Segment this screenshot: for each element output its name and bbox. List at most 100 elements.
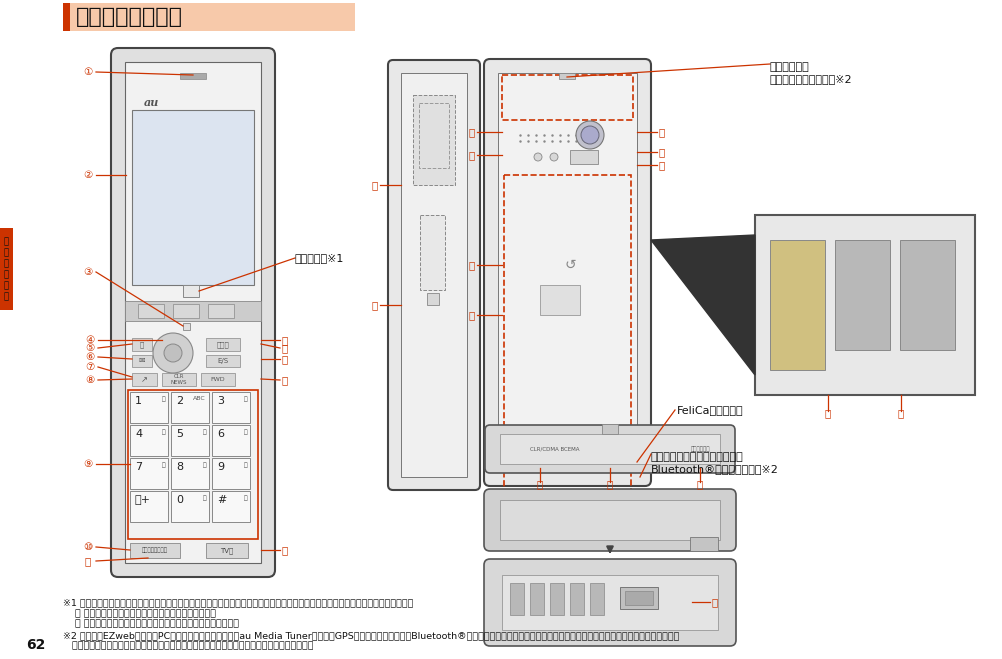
Bar xyxy=(171,425,209,456)
Circle shape xyxy=(576,121,604,149)
Text: ｱﾝｻｰﾒﾆｭｰ: ｱﾝｻｰﾒﾆｭｰ xyxy=(142,548,168,554)
Text: ⑭: ⑭ xyxy=(282,354,289,364)
Bar xyxy=(625,591,653,605)
Bar xyxy=(180,73,206,79)
Text: 8: 8 xyxy=(176,462,183,472)
Bar xyxy=(125,62,261,563)
Text: ⑥: ⑥ xyxy=(85,352,94,362)
Bar xyxy=(570,150,598,164)
Text: 2: 2 xyxy=(176,396,183,406)
Bar xyxy=(212,425,250,456)
Bar xyxy=(570,583,584,615)
Text: ②: ② xyxy=(83,170,92,180)
Text: ①: ① xyxy=(83,67,92,77)
Text: ㉚: ㉚ xyxy=(696,479,703,489)
FancyBboxPatch shape xyxy=(388,60,480,490)
Text: ✉: ✉ xyxy=(139,357,145,366)
Bar xyxy=(206,355,240,367)
Bar xyxy=(206,543,248,558)
Bar xyxy=(63,3,70,31)
Text: ⑩: ⑩ xyxy=(83,542,92,552)
Bar xyxy=(206,338,240,351)
FancyBboxPatch shape xyxy=(484,489,736,551)
Bar xyxy=(540,285,580,315)
Bar xyxy=(550,583,564,615)
Bar xyxy=(590,583,604,615)
FancyBboxPatch shape xyxy=(111,48,275,577)
Text: や: や xyxy=(202,462,206,468)
Text: 数: 数 xyxy=(243,495,247,501)
Text: ㉓: ㉓ xyxy=(659,127,665,137)
Text: さ: さ xyxy=(243,396,247,402)
Bar xyxy=(835,240,890,350)
Text: FWD: FWD xyxy=(210,377,225,382)
Text: ら: ら xyxy=(243,462,247,468)
Text: 7: 7 xyxy=(135,462,142,472)
Text: ㉘: ㉘ xyxy=(607,479,613,489)
Text: CLR/CDMA BCEMA: CLR/CDMA BCEMA xyxy=(530,447,579,451)
FancyBboxPatch shape xyxy=(484,59,651,486)
Text: 各部の名称と機能: 各部の名称と機能 xyxy=(76,7,183,27)
Bar xyxy=(755,215,975,395)
Bar xyxy=(504,465,631,490)
Text: ・ 保護シートやシールでエアベントをふさがないでください。: ・ 保護シートやシールでエアベントをふさがないでください。 xyxy=(75,619,239,628)
Text: 3: 3 xyxy=(217,396,224,406)
Text: た: た xyxy=(161,429,165,435)
Bar xyxy=(419,103,449,168)
Text: アプリ: アプリ xyxy=(216,341,229,348)
Text: ㉖: ㉖ xyxy=(825,408,831,418)
Text: 4: 4 xyxy=(135,429,142,439)
Bar xyxy=(900,240,955,350)
Text: ⑲: ⑲ xyxy=(469,127,475,137)
Circle shape xyxy=(581,126,599,144)
Text: 凸: 凸 xyxy=(140,341,144,348)
Bar xyxy=(212,491,250,522)
Bar xyxy=(162,373,196,386)
Bar xyxy=(530,583,544,615)
Text: 準: 準 xyxy=(4,281,9,290)
Bar xyxy=(70,3,355,31)
Bar xyxy=(132,338,152,351)
Bar xyxy=(171,458,209,489)
Text: な: な xyxy=(202,429,206,435)
Text: の: の xyxy=(4,270,9,279)
Text: ↗: ↗ xyxy=(140,375,147,384)
Text: ⑨: ⑨ xyxy=(83,459,92,469)
Text: 5: 5 xyxy=(176,429,183,439)
Text: ㉛: ㉛ xyxy=(712,597,718,607)
Bar xyxy=(620,587,658,609)
Bar xyxy=(559,73,575,79)
Text: 内蔵アンテナ
（メインアンテナ）部※2: 内蔵アンテナ （メインアンテナ）部※2 xyxy=(770,62,853,84)
Bar xyxy=(132,373,157,386)
Bar xyxy=(510,583,524,615)
Text: ④: ④ xyxy=(85,335,94,345)
Bar xyxy=(130,458,168,489)
Bar xyxy=(183,285,199,297)
Bar xyxy=(401,73,467,477)
Bar xyxy=(500,434,720,464)
Text: FeliCaアンテナ部: FeliCaアンテナ部 xyxy=(677,405,743,415)
Text: ま: ま xyxy=(161,462,165,468)
Text: ㉕: ㉕ xyxy=(659,160,665,170)
Text: ↺: ↺ xyxy=(564,258,576,272)
Bar xyxy=(201,373,235,386)
Bar xyxy=(128,390,258,539)
Text: 利: 利 xyxy=(4,248,9,257)
Text: ＊+: ＊+ xyxy=(135,495,151,505)
Text: ③: ③ xyxy=(83,267,92,277)
FancyBboxPatch shape xyxy=(484,559,736,646)
Text: CLR
NEWS: CLR NEWS xyxy=(170,374,187,385)
Bar xyxy=(427,293,439,305)
Bar xyxy=(138,304,164,318)
Bar xyxy=(504,175,631,470)
Text: E/S: E/S xyxy=(217,358,228,364)
Bar xyxy=(208,304,234,318)
Text: 内蔵アンテナ（サブアンテナ、
Bluetooth®用アンテナ）部※2: 内蔵アンテナ（サブアンテナ、 Bluetooth®用アンテナ）部※2 xyxy=(651,452,779,474)
Bar xyxy=(173,304,199,318)
Text: ⑱: ⑱ xyxy=(372,300,378,310)
Text: 備: 備 xyxy=(4,292,9,301)
Text: ⑰: ⑰ xyxy=(372,180,378,190)
Bar xyxy=(130,491,168,522)
Text: ・ エアベントは防水／防塵性能に影響を与えません。: ・ エアベントは防水／防塵性能に影響を与えません。 xyxy=(75,609,216,618)
Bar xyxy=(770,240,825,370)
